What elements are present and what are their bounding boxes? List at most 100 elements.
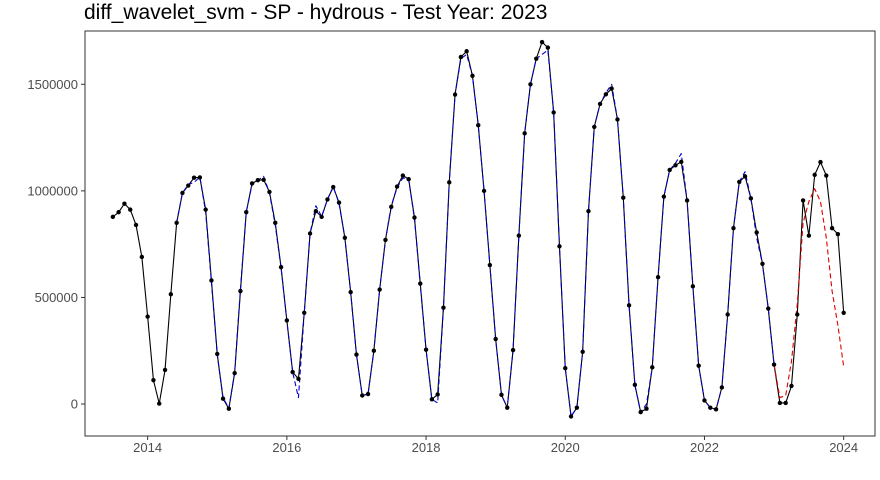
data-point (383, 237, 388, 243)
data-point (795, 312, 800, 317)
data-point (829, 225, 835, 231)
data-point (267, 189, 272, 195)
data-point (151, 377, 156, 383)
data-point (470, 73, 475, 78)
data-point (296, 376, 301, 382)
data-point (557, 244, 562, 249)
data-point (290, 369, 295, 375)
data-point (133, 222, 139, 228)
data-point (835, 231, 841, 237)
data-point (748, 196, 754, 201)
data-point (377, 287, 382, 292)
data-point (551, 110, 556, 115)
data-point (429, 397, 435, 402)
data-point (476, 123, 481, 128)
data-point (122, 201, 127, 206)
data-point (209, 278, 214, 283)
data-point (389, 204, 394, 210)
data-point (197, 175, 203, 180)
data-point (180, 190, 185, 196)
chart-title: diff_wavelet_svm - SP - hydrous - Test Y… (84, 1, 548, 24)
data-point (510, 347, 516, 353)
data-point (673, 163, 678, 168)
data-point (215, 351, 220, 357)
data-point (522, 131, 527, 136)
data-point (603, 92, 609, 97)
data-point (841, 310, 846, 315)
data-point (342, 235, 348, 240)
data-point (116, 209, 121, 215)
plot-panel (84, 30, 876, 437)
data-point (708, 405, 713, 410)
data-point (534, 56, 539, 61)
points-layer (110, 39, 846, 419)
data-point (586, 208, 591, 214)
data-point (545, 45, 551, 50)
x-tick-label: 2020 (551, 440, 580, 455)
data-point (731, 225, 736, 231)
data-point (128, 207, 133, 212)
data-point (336, 200, 342, 205)
data-point (394, 184, 400, 189)
data-point (145, 314, 150, 319)
data-point (789, 383, 794, 389)
data-point (249, 181, 255, 186)
data-point (371, 348, 377, 353)
data-point (313, 208, 319, 214)
y-axis: 0 500000 1000000 1500000 (27, 77, 85, 412)
data-point (812, 172, 817, 178)
data-point (220, 396, 226, 401)
data-point (168, 292, 174, 297)
data-point (528, 82, 533, 87)
data-point (516, 233, 522, 238)
data-point (499, 392, 504, 398)
data-point (800, 198, 806, 203)
y-tick-label: 1000000 (27, 183, 78, 198)
data-point (539, 39, 545, 45)
data-point (354, 352, 359, 357)
data-point (307, 231, 313, 236)
data-point (487, 262, 493, 268)
data-point (418, 281, 423, 286)
data-point (621, 195, 626, 200)
y-tick-label: 1500000 (27, 77, 78, 92)
data-point (278, 264, 284, 270)
data-point (568, 414, 574, 419)
data-point (226, 406, 232, 411)
data-point (684, 198, 690, 203)
data-point (696, 363, 701, 368)
data-point (650, 365, 655, 370)
data-point (638, 409, 643, 415)
data-point (244, 209, 249, 215)
data-point (655, 275, 661, 280)
data-point (771, 362, 777, 367)
data-point (458, 54, 464, 60)
data-point (818, 159, 823, 165)
data-point (162, 367, 168, 373)
data-point (186, 183, 191, 188)
data-point (580, 349, 585, 354)
data-point (806, 233, 812, 238)
data-point (423, 347, 429, 352)
data-point (742, 174, 748, 179)
data-point (760, 261, 765, 266)
y-tick-label: 500000 (35, 290, 78, 305)
data-point (452, 92, 458, 97)
x-tick-label: 2018 (412, 440, 441, 455)
data-point (191, 175, 197, 180)
data-point (690, 284, 696, 289)
data-point (574, 405, 580, 410)
x-axis: 2014 2016 2018 2020 2022 2024 (133, 436, 858, 455)
data-point (412, 215, 417, 220)
data-point (174, 220, 179, 226)
data-point (441, 305, 446, 310)
data-point (447, 180, 452, 185)
data-point (400, 173, 406, 178)
data-point (261, 177, 266, 182)
data-point (406, 176, 411, 182)
data-point (110, 214, 116, 220)
data-point (644, 406, 649, 411)
data-point (783, 400, 788, 406)
data-point (331, 184, 336, 190)
series-line-1 (176, 49, 775, 417)
